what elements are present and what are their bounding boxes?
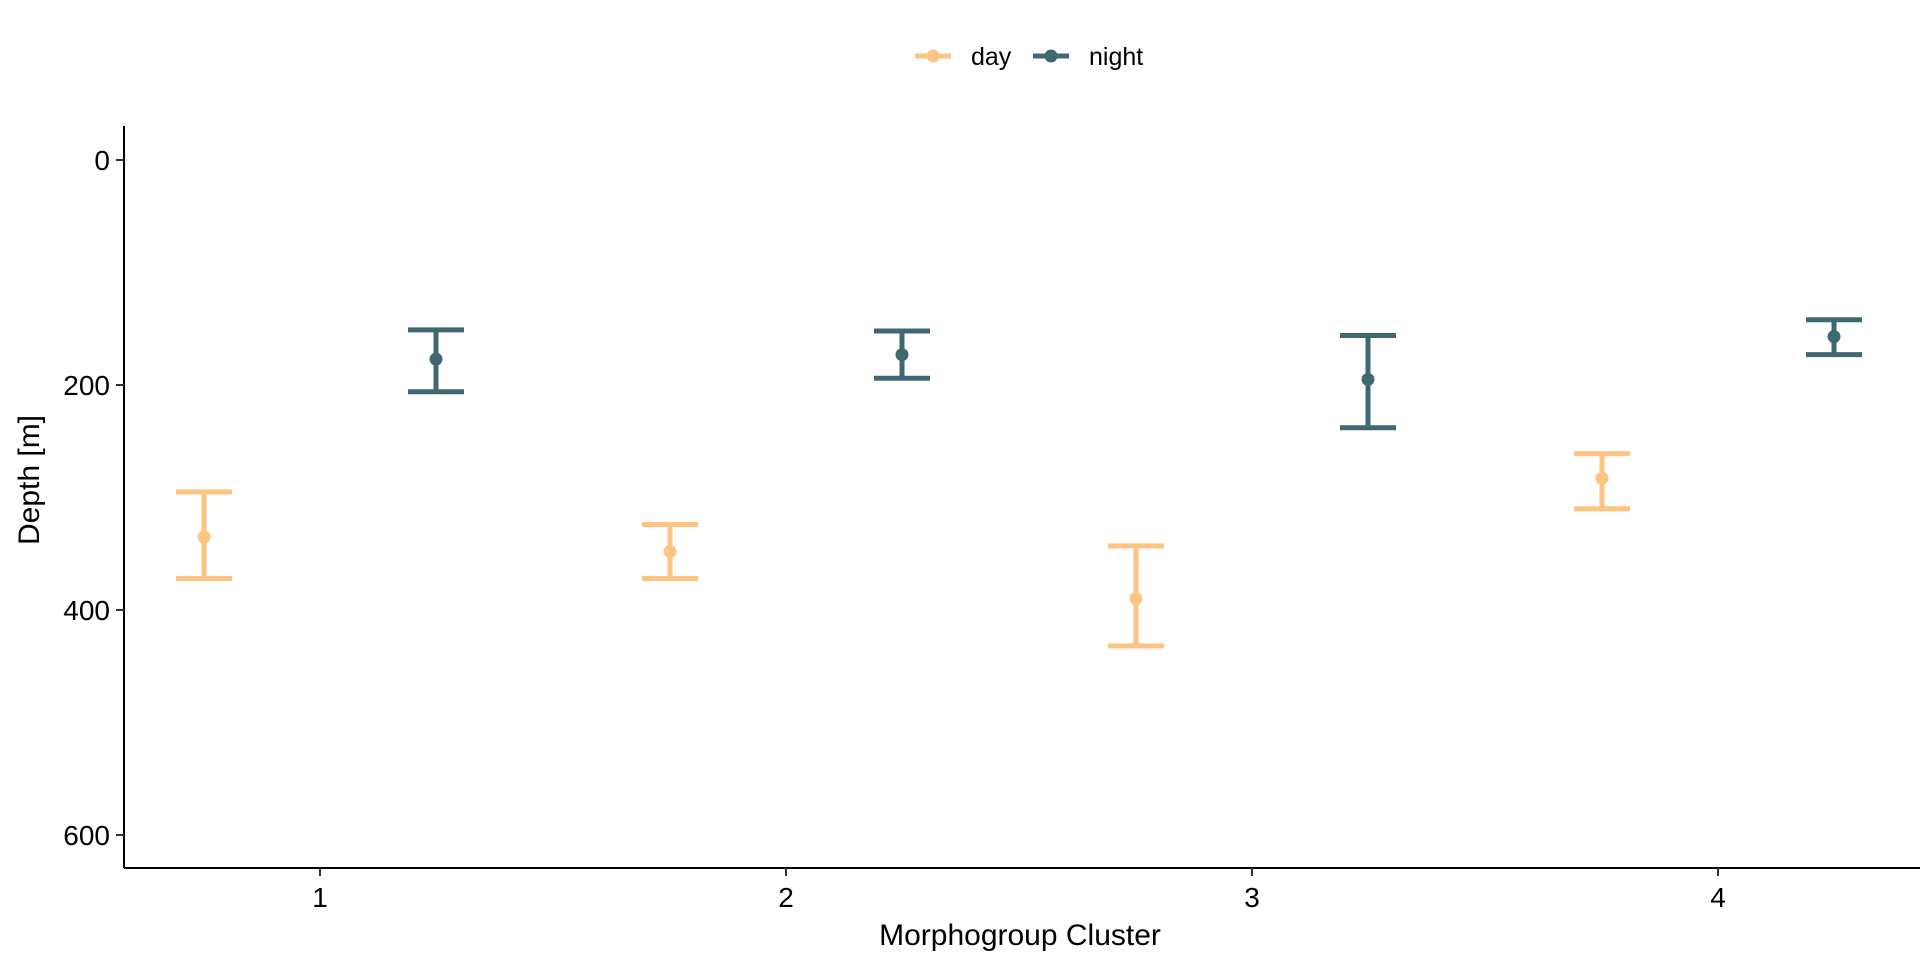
y-axis: 0 200 400 600 bbox=[63, 126, 125, 868]
x-axis-title: Morphogroup Cluster bbox=[879, 919, 1161, 952]
legend-label: day bbox=[971, 43, 1012, 71]
errorbar-day-3 bbox=[1108, 543, 1164, 649]
y-tick-label: 0 bbox=[94, 145, 110, 176]
errorbar-night-3 bbox=[1340, 333, 1396, 431]
mean-point bbox=[1129, 592, 1143, 606]
legend-key-point bbox=[926, 49, 940, 63]
y-tick-label: 400 bbox=[63, 595, 110, 626]
legend-key-point bbox=[1044, 49, 1058, 63]
legend: day night bbox=[915, 43, 1143, 71]
mean-point bbox=[429, 352, 443, 366]
errorbar-day-2 bbox=[642, 522, 698, 581]
legend-item-day: day bbox=[915, 43, 1012, 71]
x-tick-label: 1 bbox=[312, 882, 328, 913]
plot-area bbox=[176, 317, 1862, 649]
legend-item-night: night bbox=[1033, 43, 1143, 71]
series-day bbox=[176, 451, 1630, 649]
y-tick-label: 600 bbox=[63, 820, 110, 851]
mean-point bbox=[1361, 372, 1375, 386]
series-night bbox=[408, 317, 1862, 431]
errorbar-day-1 bbox=[176, 489, 232, 581]
x-axis: 1 2 3 4 bbox=[124, 867, 1920, 913]
errorbar-night-1 bbox=[408, 327, 464, 395]
y-axis-title: Depth [m] bbox=[13, 415, 46, 545]
mean-point bbox=[663, 545, 677, 558]
x-tick-label: 3 bbox=[1244, 882, 1260, 913]
x-tick-label: 2 bbox=[778, 882, 794, 913]
mean-point bbox=[197, 530, 211, 544]
y-tick-label: 200 bbox=[63, 370, 110, 401]
errorbar-day-4 bbox=[1574, 451, 1630, 512]
mean-point bbox=[1827, 330, 1841, 344]
x-tick-label: 4 bbox=[1710, 882, 1726, 913]
errorbar-night-4 bbox=[1806, 317, 1862, 358]
legend-label: night bbox=[1089, 43, 1143, 71]
mean-point bbox=[1595, 471, 1609, 485]
errorbar-night-2 bbox=[874, 328, 930, 381]
mean-point bbox=[895, 348, 909, 362]
